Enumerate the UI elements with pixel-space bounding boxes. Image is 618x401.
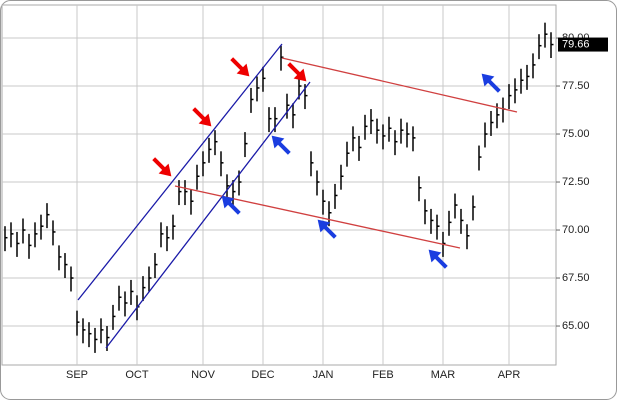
channel-line	[105, 81, 311, 349]
channel-line	[281, 57, 518, 113]
x-tick-label: OCT	[125, 369, 149, 381]
y-tick-label: 77.50	[562, 80, 590, 92]
last-price-label: 79.66	[562, 38, 590, 50]
y-tick-label: 75.00	[562, 128, 590, 140]
y-tick-label: 65.00	[562, 320, 590, 332]
arrow	[152, 157, 172, 177]
y-tick-label: 70.00	[562, 224, 590, 236]
grid	[2, 5, 556, 365]
y-tick-label: 72.50	[562, 176, 590, 188]
channel-line	[77, 43, 283, 301]
x-tick-label: DEC	[251, 369, 274, 381]
arrow	[287, 62, 307, 82]
arrow	[481, 73, 501, 93]
arrow	[271, 135, 291, 155]
arrow	[317, 219, 337, 239]
x-tick-label: JAN	[313, 369, 334, 381]
labels: 65.0067.5070.0072.5075.0077.5080.00SEPOC…	[66, 32, 608, 381]
arrow	[230, 57, 250, 77]
plot-area	[1, 4, 557, 366]
x-tick-label: MAR	[431, 369, 456, 381]
last-price-box	[558, 37, 608, 52]
arrow	[221, 195, 241, 215]
x-tick-label: NOV	[191, 369, 216, 381]
arrows	[152, 57, 501, 269]
bars	[4, 22, 554, 353]
x-tick-label: FEB	[372, 369, 393, 381]
arrow	[192, 107, 212, 127]
x-tick-label: APR	[498, 369, 521, 381]
arrow	[428, 249, 448, 269]
x-tick-label: SEP	[66, 369, 88, 381]
y-tick-label: 67.50	[562, 272, 590, 284]
